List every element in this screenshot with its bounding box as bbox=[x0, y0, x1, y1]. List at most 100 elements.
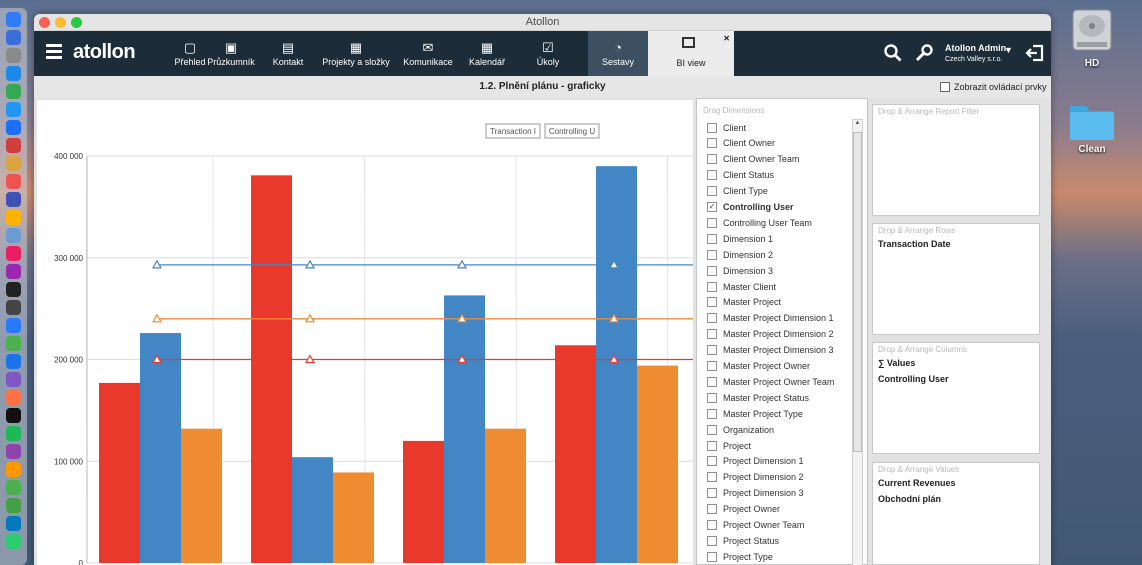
dock-app-icon[interactable] bbox=[6, 300, 21, 315]
dimension-item[interactable]: Master Project Dimension 3 bbox=[707, 343, 834, 358]
dock-app-icon[interactable] bbox=[6, 210, 21, 225]
nav-item-1[interactable]: ▣ Průzkumník bbox=[201, 31, 261, 76]
dimension-checkbox[interactable] bbox=[707, 313, 717, 324]
rows-drop-zone[interactable]: Drop & Arrange Rows Transaction Date bbox=[872, 223, 1040, 335]
dimension-checkbox[interactable] bbox=[707, 504, 717, 515]
minimize-window-button[interactable] bbox=[55, 17, 66, 28]
dimension-item[interactable]: Master Project Type bbox=[707, 406, 803, 421]
values-item-obchodni-plan[interactable]: Obchodní plán bbox=[878, 494, 941, 504]
plan-marker[interactable] bbox=[608, 259, 620, 269]
dimension-checkbox[interactable] bbox=[707, 233, 717, 244]
dock-app-icon[interactable] bbox=[6, 318, 21, 333]
hamburger-menu-icon[interactable] bbox=[46, 44, 62, 59]
dimension-item[interactable]: Project Dimension 2 bbox=[707, 470, 804, 485]
rows-item[interactable]: Transaction Date bbox=[878, 239, 951, 249]
chart-bar[interactable] bbox=[333, 472, 374, 563]
nav-item-4[interactable]: ✉ Komunikace bbox=[398, 31, 458, 76]
dimension-item[interactable]: Master Client bbox=[707, 279, 776, 294]
dimension-checkbox[interactable] bbox=[707, 170, 717, 181]
chart-bar[interactable] bbox=[444, 295, 485, 563]
dimension-item[interactable]: Master Project Dimension 2 bbox=[707, 327, 834, 342]
dimension-item[interactable]: Controlling User Team bbox=[707, 215, 812, 230]
dock-app-icon[interactable] bbox=[6, 462, 21, 477]
dock-app-icon[interactable] bbox=[6, 192, 21, 207]
dock-app-icon[interactable] bbox=[6, 48, 21, 63]
dimension-checkbox[interactable]: ✓ bbox=[707, 202, 717, 212]
nav-item-6[interactable]: ☑ Úkoly bbox=[531, 31, 565, 76]
dimension-checkbox[interactable] bbox=[707, 520, 717, 530]
chart-bar[interactable] bbox=[140, 333, 181, 563]
zoom-window-button[interactable] bbox=[71, 17, 82, 28]
dock-app-icon[interactable] bbox=[6, 12, 21, 27]
dimension-checkbox[interactable] bbox=[707, 440, 717, 451]
controls-toggle-checkbox[interactable] bbox=[940, 82, 950, 92]
plan-marker[interactable] bbox=[456, 313, 468, 323]
nav-item-3[interactable]: ▦ Projekty a složky bbox=[318, 31, 394, 76]
plan-marker[interactable] bbox=[304, 313, 316, 323]
chart-bar[interactable] bbox=[596, 166, 637, 564]
dimension-item[interactable]: Master Project Owner Team bbox=[707, 374, 834, 389]
dimension-item[interactable]: Client Type bbox=[707, 184, 768, 199]
dock-app-icon[interactable] bbox=[6, 498, 21, 513]
plan-marker[interactable] bbox=[304, 259, 316, 269]
dock-app-icon[interactable] bbox=[6, 174, 21, 189]
clean-folder-icon[interactable]: Clean bbox=[1066, 100, 1118, 155]
chart-bar[interactable] bbox=[555, 345, 596, 563]
dimensions-scrollbar[interactable]: ▲ bbox=[852, 119, 863, 565]
dock-app-icon[interactable] bbox=[6, 480, 21, 495]
dimension-checkbox[interactable] bbox=[707, 281, 717, 292]
tab-bi-view[interactable]: BI view ✕ bbox=[648, 31, 734, 76]
dimension-checkbox[interactable] bbox=[707, 376, 717, 387]
plan-marker[interactable] bbox=[608, 354, 620, 364]
dock-app-icon[interactable] bbox=[6, 102, 21, 117]
plan-marker[interactable] bbox=[151, 313, 163, 323]
scroll-up-icon[interactable]: ▲ bbox=[854, 120, 861, 126]
dimension-checkbox[interactable] bbox=[707, 297, 717, 308]
dimension-checkbox[interactable] bbox=[707, 154, 717, 165]
dimension-item[interactable]: ✓ Controlling User bbox=[707, 200, 794, 215]
dimension-item[interactable]: Client bbox=[707, 120, 746, 135]
dock-app-icon[interactable] bbox=[6, 156, 21, 171]
dimension-item[interactable]: Client Status bbox=[707, 168, 774, 183]
dimension-item[interactable]: Project Owner bbox=[707, 502, 780, 517]
chart-bar[interactable] bbox=[99, 382, 140, 563]
plan-marker[interactable] bbox=[456, 354, 468, 364]
dock-app-icon[interactable] bbox=[6, 138, 21, 153]
chart-bar[interactable] bbox=[637, 365, 678, 563]
dock-app-icon[interactable] bbox=[6, 228, 21, 243]
dock-app-icon[interactable] bbox=[6, 444, 21, 459]
dock-app-icon[interactable] bbox=[6, 534, 21, 549]
search-icon[interactable] bbox=[884, 44, 902, 62]
dock-app-icon[interactable] bbox=[6, 372, 21, 387]
plan-marker[interactable] bbox=[151, 259, 163, 269]
columns-drop-zone[interactable]: Drop & Arrange Columns ∑ Values Controll… bbox=[872, 342, 1040, 454]
values-item-current-revenues[interactable]: Current Revenues bbox=[878, 478, 956, 488]
dock-app-icon[interactable] bbox=[6, 84, 21, 99]
hd-drive-icon[interactable]: HD bbox=[1069, 6, 1115, 69]
dock-app-icon[interactable] bbox=[6, 66, 21, 81]
dimension-checkbox[interactable] bbox=[707, 488, 717, 499]
dimension-item[interactable]: Organization bbox=[707, 422, 774, 437]
dimension-checkbox[interactable] bbox=[707, 265, 717, 276]
chart-bar[interactable] bbox=[403, 440, 444, 563]
dimension-checkbox[interactable] bbox=[707, 329, 717, 340]
plan-marker[interactable] bbox=[151, 354, 163, 364]
dock-app-icon[interactable] bbox=[6, 282, 21, 297]
dimension-checkbox[interactable] bbox=[707, 122, 717, 133]
dock-app-icon[interactable] bbox=[6, 264, 21, 279]
dimension-checkbox[interactable] bbox=[707, 535, 717, 546]
dimension-checkbox[interactable] bbox=[707, 361, 717, 371]
dimension-checkbox[interactable] bbox=[707, 345, 717, 356]
dimension-item[interactable]: Master Project Dimension 1 bbox=[707, 311, 834, 326]
report-filter-drop-zone[interactable]: Drop & Arrange Report Filter bbox=[872, 104, 1040, 216]
dimension-item[interactable]: Project Dimension 1 bbox=[707, 454, 804, 469]
columns-item-controlling-user[interactable]: Controlling User bbox=[878, 374, 949, 384]
dock-app-icon[interactable] bbox=[6, 354, 21, 369]
dock-app-icon[interactable] bbox=[6, 336, 21, 351]
dimension-checkbox[interactable] bbox=[707, 138, 717, 149]
dimension-checkbox[interactable] bbox=[707, 408, 717, 419]
plan-marker[interactable] bbox=[304, 354, 316, 364]
legend-item[interactable] bbox=[544, 123, 600, 139]
dimension-item[interactable]: Project Status bbox=[707, 533, 779, 548]
nav-item-7[interactable]: ◔ Sestavy bbox=[588, 31, 648, 76]
